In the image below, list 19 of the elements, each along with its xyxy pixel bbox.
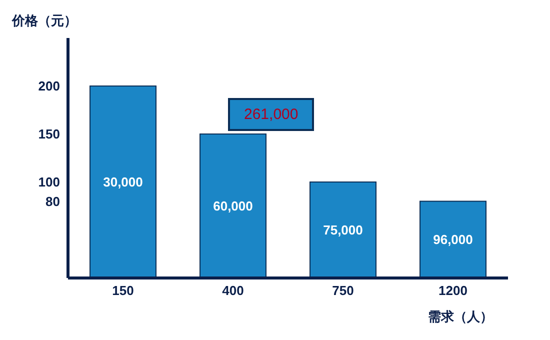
y-tick-label: 150 [38, 126, 60, 142]
annotation: 30,000 [103, 174, 143, 190]
annotation: 96,000 [433, 232, 473, 248]
annotation: 75,000 [323, 222, 363, 238]
y-tick-label: 200 [38, 78, 60, 94]
y-tick-label: 80 [46, 194, 60, 209]
x-tick-label: 750 [332, 283, 354, 298]
bar [200, 134, 266, 278]
y-tick-label: 100 [38, 174, 60, 190]
bar [90, 86, 156, 278]
annotation: 261,000 [228, 98, 314, 131]
annotation: 60,000 [213, 198, 253, 214]
bar [420, 200, 486, 278]
x-tick-label: 150 [112, 283, 134, 298]
x-tick-label: 1200 [438, 283, 468, 298]
x-axis-title: 需求（人） [428, 308, 493, 326]
y-axis-title: 价格（元） [12, 12, 77, 30]
x-tick-label: 400 [222, 283, 244, 298]
bar [310, 182, 376, 278]
